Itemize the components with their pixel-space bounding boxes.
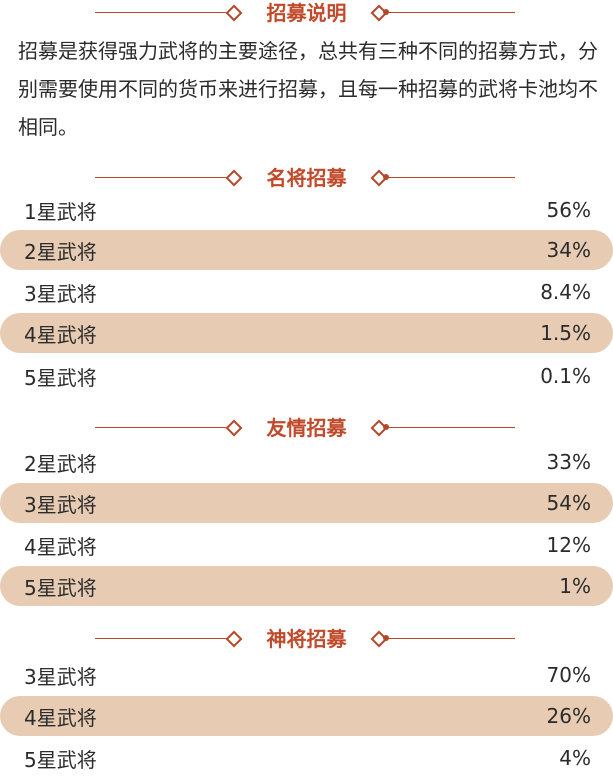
rate-row: 4星武将 26%	[0, 696, 613, 736]
star-level: 2星武将	[24, 239, 97, 264]
section-title: 名将招募	[258, 165, 355, 191]
rate-row: 2星武将 33%	[0, 442, 613, 482]
rate-row: 1星武将 56%	[0, 190, 613, 230]
star-level: 3星武将	[24, 492, 97, 517]
rate-row: 4星武将 12%	[0, 525, 613, 565]
diamond-ornament-icon	[225, 169, 243, 187]
intro-text: 招募是获得强力武将的主要途径，总共有三种不同的招募方式，分别需要使用不同的货币来…	[18, 39, 598, 139]
section-title: 神将招募	[258, 626, 355, 652]
section-header-shenjiang: 神将招募	[0, 626, 613, 652]
header-divider-right	[383, 635, 515, 641]
rate-row: 5星武将 0.1%	[0, 356, 613, 396]
diamond-ornament-icon	[225, 419, 243, 437]
rate-value: 8.4%	[540, 280, 591, 304]
star-level: 2星武将	[24, 451, 97, 476]
intro-title: 招募说明	[258, 0, 355, 26]
rate-row: 3星武将 54%	[0, 483, 613, 523]
rate-value: 1%	[559, 574, 591, 598]
section-header-mingjiang: 名将招募	[0, 165, 613, 191]
header-divider-right	[383, 424, 515, 430]
star-level: 5星武将	[24, 575, 97, 600]
diamond-ornament-icon	[225, 4, 243, 22]
rate-value: 0.1%	[540, 364, 591, 388]
rate-row: 3星武将 8.4%	[0, 272, 613, 312]
header-divider-right	[383, 174, 515, 180]
rate-value: 4%	[559, 746, 591, 770]
header-divider-left	[95, 635, 237, 641]
rate-value: 33%	[546, 450, 591, 474]
rate-row: 5星武将 4%	[0, 738, 613, 778]
rate-row: 3星武将 70%	[0, 655, 613, 695]
star-level: 3星武将	[24, 664, 97, 689]
diamond-ornament-icon	[225, 630, 243, 648]
rate-value: 12%	[546, 533, 591, 557]
rate-value: 1.5%	[540, 321, 591, 345]
star-level: 4星武将	[24, 705, 97, 730]
header-divider-left	[95, 174, 237, 180]
rate-value: 54%	[546, 491, 591, 515]
rate-row: 2星武将 34%	[0, 230, 613, 270]
star-level: 1星武将	[24, 199, 97, 224]
rate-row: 5星武将 1%	[0, 566, 613, 606]
rate-value: 70%	[546, 663, 591, 687]
rate-value: 56%	[546, 198, 591, 222]
rate-value: 26%	[546, 704, 591, 728]
header-divider-left	[95, 424, 237, 430]
section-title: 友情招募	[258, 415, 355, 441]
header-divider-right	[383, 9, 515, 15]
star-level: 5星武将	[24, 747, 97, 772]
star-level: 5星武将	[24, 365, 97, 390]
star-level: 3星武将	[24, 281, 97, 306]
rate-value: 34%	[546, 238, 591, 262]
star-level: 4星武将	[24, 534, 97, 559]
header-divider-left	[95, 9, 237, 15]
star-level: 4星武将	[24, 322, 97, 347]
intro-header: 招募说明	[0, 0, 613, 26]
section-header-youqing: 友情招募	[0, 415, 613, 441]
rate-row: 4星武将 1.5%	[0, 313, 613, 353]
